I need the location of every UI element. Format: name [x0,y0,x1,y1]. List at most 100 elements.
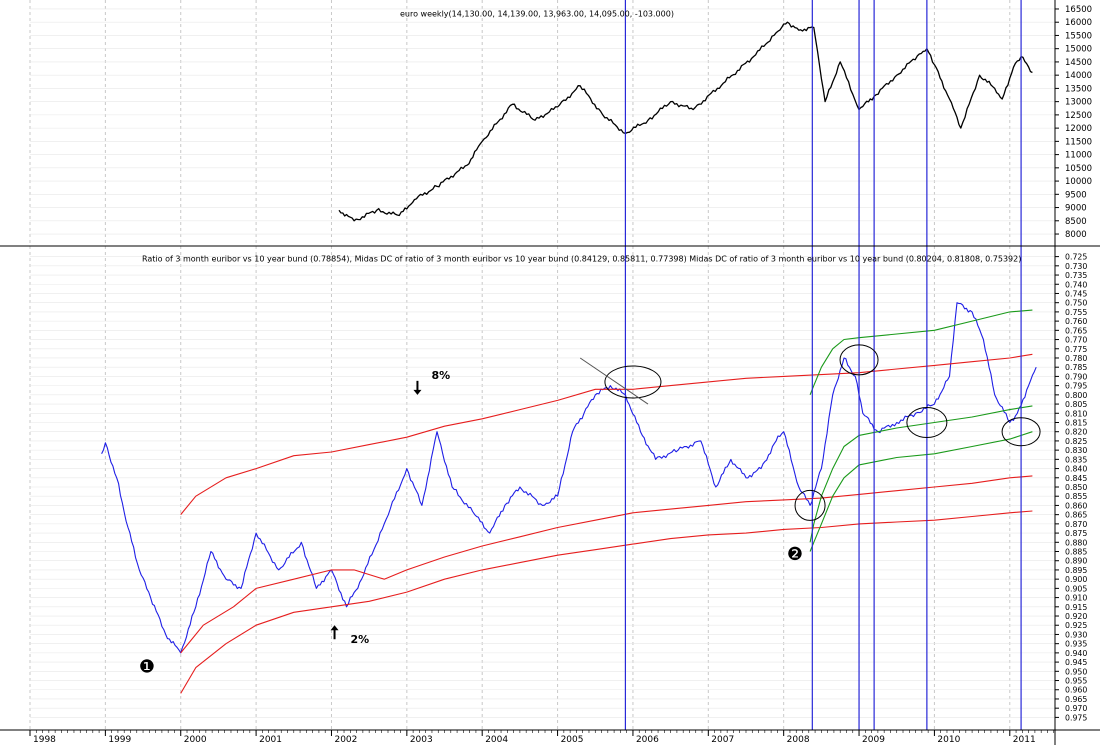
x-tick-label: 2009 [862,735,885,745]
y-tick-label: 0.875 [1065,529,1087,538]
y-tick-label: 0.955 [1065,677,1087,686]
highlight-circle [839,344,879,376]
y-tick-label: 0.935 [1065,640,1087,649]
y-tick-label: 13000 [1065,98,1092,108]
labels: 1998 1999 2000 2001 2002 2003 2004 2005 2006 2007… [33,5,1092,745]
y-tick-label: 9500 [1065,190,1087,200]
y-tick-label: 8500 [1065,217,1087,227]
highlight-circle [604,365,662,399]
highlight-circle [906,406,948,438]
panel-title: Ratio of 3 month euribor vs 10 year bund… [142,255,1021,264]
y-tick-label: 0.810 [1065,409,1087,418]
x-tick-label: 2002 [334,735,357,745]
x-tick-label: 2000 [184,735,207,745]
y-tick-label: 11500 [1065,137,1092,147]
y-tick-label: 13500 [1065,84,1092,94]
y-tick-label: 0.865 [1065,511,1087,520]
x-tick-label: 1998 [33,735,56,745]
y-tick-label: 0.725 [1065,253,1087,262]
y-tick-label: 0.750 [1065,299,1087,308]
x-tick-label: 2006 [636,735,659,745]
y-tick-label: 8000 [1065,230,1087,240]
y-tick-label: 0.735 [1065,271,1087,280]
y-tick-label: 0.780 [1065,354,1087,363]
annotation-label: 8% [431,369,450,382]
y-tick-label: 0.840 [1065,465,1087,474]
y-tick-label: 0.745 [1065,289,1087,298]
y-tick-label: 0.800 [1065,391,1087,400]
y-tick-label: 0.910 [1065,594,1087,603]
y-tick-label: 0.795 [1065,382,1087,391]
x-tick-label: 2001 [259,735,282,745]
y-tick-label: 0.960 [1065,686,1087,695]
down-arrow-head-icon [413,389,422,395]
series-line [180,510,1033,694]
y-tick-label: 0.890 [1065,557,1087,566]
y-tick-label: 0.835 [1065,455,1087,464]
y-tick-label: 0.730 [1065,262,1087,271]
overlays [330,0,1041,730]
y-tick-label: 0.805 [1065,400,1087,409]
y-tick-label: 0.880 [1065,538,1087,547]
x-tick-label: 1999 [108,735,131,745]
y-tick-label: 16000 [1065,18,1092,28]
y-tick-label: 14000 [1065,71,1092,81]
x-tick-label: 2004 [485,735,508,745]
y-tick-label: 12500 [1065,111,1092,121]
gridlines [29,0,1055,730]
highlight-circle [1001,417,1041,447]
y-tick-label: 0.740 [1065,280,1087,289]
y-tick-label: 9000 [1065,204,1087,214]
y-tick-label: 0.815 [1065,418,1087,427]
y-tick-label: 0.790 [1065,372,1087,381]
annotation-marker: ❷ [787,544,803,565]
y-tick-label: 0.845 [1065,474,1087,483]
series-lines [101,21,1037,694]
x-tick-label: 2010 [937,735,960,745]
series-line [180,353,1033,515]
x-tick-label: 2011 [1013,735,1036,745]
x-tick-label: 2003 [410,735,433,745]
y-tick-label: 0.950 [1065,667,1087,676]
y-tick-label: 0.945 [1065,658,1087,667]
y-tick-label: 0.915 [1065,603,1087,612]
y-tick-label: 0.925 [1065,621,1087,630]
y-tick-label: 0.755 [1065,308,1087,317]
y-tick-label: 0.820 [1065,428,1087,437]
y-tick-label: 0.895 [1065,566,1087,575]
x-tick-label: 2008 [787,735,810,745]
y-tick-label: 0.940 [1065,649,1087,658]
y-tick-label: 0.775 [1065,345,1087,354]
y-tick-label: 0.970 [1065,704,1087,713]
y-tick-label: 16500 [1065,5,1092,15]
highlight-circle [794,489,826,521]
y-tick-label: 0.975 [1065,713,1087,722]
y-tick-label: 15000 [1065,45,1092,55]
y-tick-label: 0.830 [1065,446,1087,455]
y-tick-label: 0.760 [1065,317,1087,326]
series-line [338,21,1033,222]
y-tick-label: 0.765 [1065,326,1087,335]
x-tick-label: 2007 [711,735,734,745]
y-tick-label: 15500 [1065,31,1092,41]
up-arrow-head-icon [330,625,339,631]
y-tick-label: 0.860 [1065,501,1087,510]
y-tick-label: 10000 [1065,177,1092,187]
y-tick-label: 0.885 [1065,548,1087,557]
y-tick-label: 0.920 [1065,612,1087,621]
y-tick-label: 0.850 [1065,483,1087,492]
annotation-label: 2% [351,633,370,646]
series-line [180,475,1033,654]
trend-line [579,357,649,405]
y-tick-label: 0.855 [1065,492,1087,501]
x-tick-label: 2005 [561,735,584,745]
y-tick-label: 12000 [1065,124,1092,134]
y-tick-label: 0.905 [1065,584,1087,593]
annotation-marker: ❶ [139,657,155,678]
y-tick-label: 0.930 [1065,630,1087,639]
panel-title: euro weekly(14,130.00, 14,139.00, 13,963… [400,10,674,19]
y-tick-label: 0.870 [1065,520,1087,529]
